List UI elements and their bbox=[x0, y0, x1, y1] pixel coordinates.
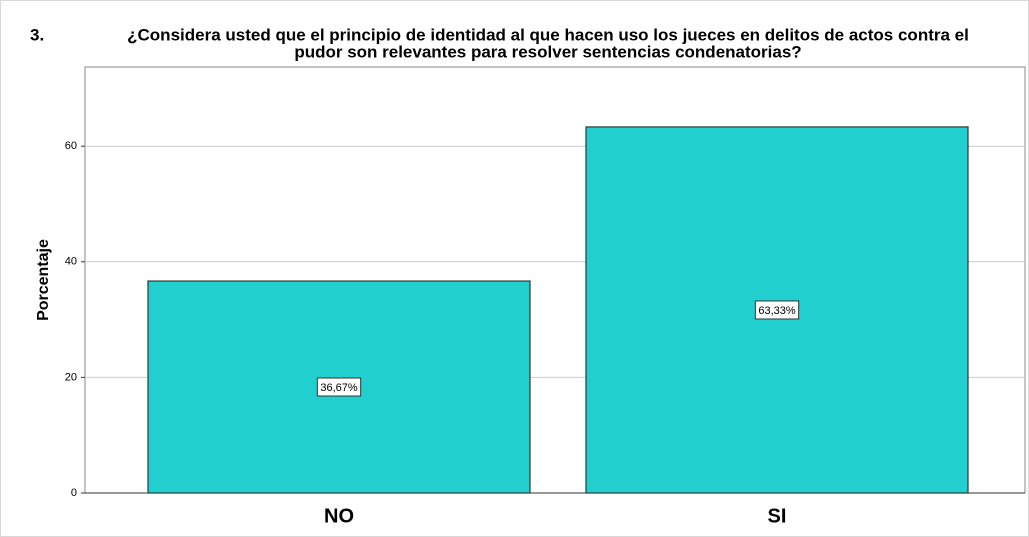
y-axis-label: Porcentaje bbox=[35, 239, 52, 321]
value-label: 63,33% bbox=[758, 305, 796, 317]
question-number: 3. bbox=[30, 25, 44, 44]
chart-title-line: ¿Considera usted que el principio de ide… bbox=[127, 25, 969, 44]
y-tick-label: 0 bbox=[71, 487, 77, 499]
y-tick-label: 40 bbox=[65, 256, 77, 268]
y-tick-label: 60 bbox=[65, 140, 77, 152]
x-tick-label: SI bbox=[768, 505, 787, 527]
x-tick-label: NO bbox=[324, 505, 354, 527]
value-label: 36,67% bbox=[320, 382, 358, 394]
value-label-box bbox=[316, 377, 362, 397]
value-label-box bbox=[754, 300, 800, 320]
y-tick-label: 20 bbox=[65, 371, 77, 383]
chart-title-line: pudor son relevantes para resolver sente… bbox=[294, 42, 801, 61]
